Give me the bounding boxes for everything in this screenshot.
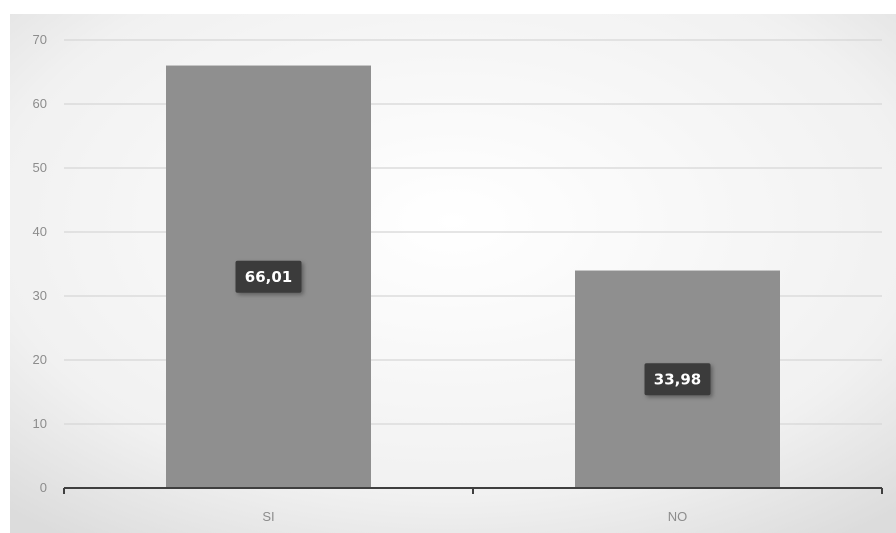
data-label: 33,98 [644,363,711,396]
y-tick-label: 0 [40,480,47,495]
data-label-text: 33,98 [654,370,701,388]
y-tick-label: 60 [33,96,47,111]
y-tick-label: 20 [33,352,47,367]
x-category-label: SI [262,509,274,524]
y-tick-label: 30 [33,288,47,303]
x-axis-category-labels: SI NO [262,509,687,524]
y-tick-label: 10 [33,416,47,431]
data-label-box [644,363,711,396]
data-label-box [235,260,302,293]
data-label-text: 66,01 [245,268,292,286]
y-tick-label: 50 [33,160,47,175]
y-axis-tick-labels: 0 10 20 30 40 50 60 70 [33,32,47,495]
x-axis [63,487,883,494]
data-labels: 66,01 33,98 [235,260,711,396]
data-label: 66,01 [235,260,302,293]
y-tick-label: 40 [33,224,47,239]
x-category-label: NO [668,509,688,524]
y-tick-label: 70 [33,32,47,47]
